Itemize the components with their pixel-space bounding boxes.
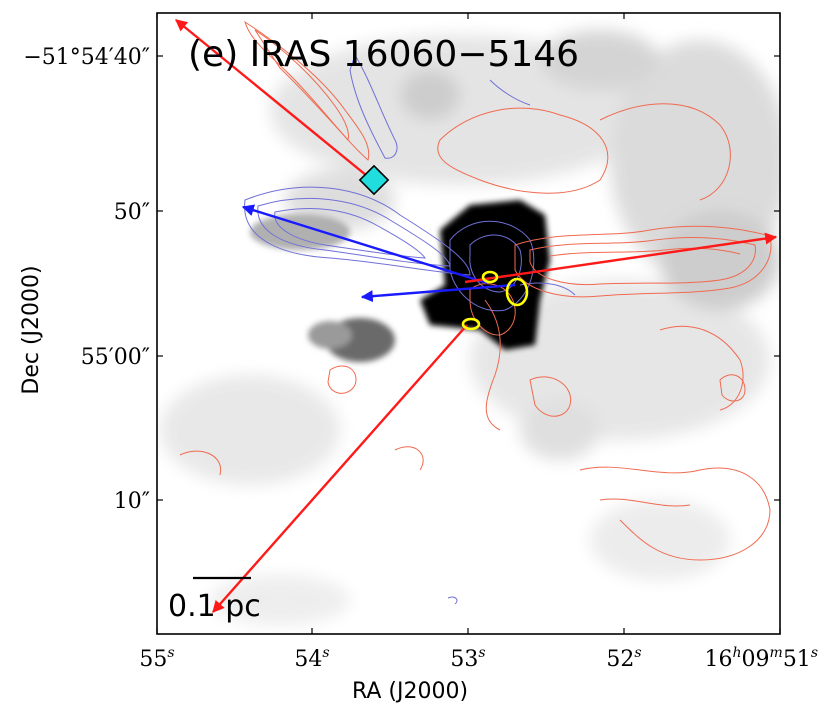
x-tick-label: 55s — [139, 645, 174, 672]
source-ellipses — [461, 270, 529, 331]
y-tick-labels: −51°54′40″ 50″ 55′00″ 10″ — [23, 45, 150, 514]
source-ellipse-2 — [505, 277, 529, 307]
x-tick-label: 52s — [606, 645, 641, 672]
x-tick-label: 54s — [294, 645, 329, 672]
continuum-image — [157, 13, 780, 634]
y-tick-label: −51°54′40″ — [23, 45, 150, 70]
scale-bar-label: 0.1 pc — [168, 589, 261, 624]
source-ellipse-3 — [461, 317, 481, 331]
scale-bar: 0.1 pc — [168, 576, 261, 624]
redshifted-outflow-arrow-nw — [175, 19, 373, 181]
y-tick-label: 55′00″ — [81, 345, 150, 370]
tick-marks — [156, 13, 781, 634]
x-axis-label: RA (J2000) — [352, 679, 468, 704]
y-tick-label: 10″ — [114, 489, 150, 514]
source-ellipse-1 — [481, 270, 499, 284]
x-tick-label: 53s — [450, 645, 485, 672]
blueshifted-outflow-arrow-sw — [360, 283, 516, 303]
y-tick-label: 50″ — [114, 200, 150, 225]
redshifted-outflow-arrow-s — [212, 324, 468, 613]
x-tick-label: 16h09m51s — [705, 645, 819, 672]
outflow-arrows — [175, 19, 778, 613]
redshifted-outflow-arrow-e — [464, 232, 778, 284]
diamond-marker — [358, 164, 390, 196]
x-tick-labels: 55s 54s 53s 52s 16h09m51s — [139, 645, 818, 672]
y-axis-label: Dec (J2000) — [19, 265, 44, 394]
redshifted-contours — [179, 20, 772, 561]
panel-title: (e) IRAS 16060−5146 — [188, 34, 579, 75]
blueshifted-outflow-arrow-w — [241, 204, 488, 285]
